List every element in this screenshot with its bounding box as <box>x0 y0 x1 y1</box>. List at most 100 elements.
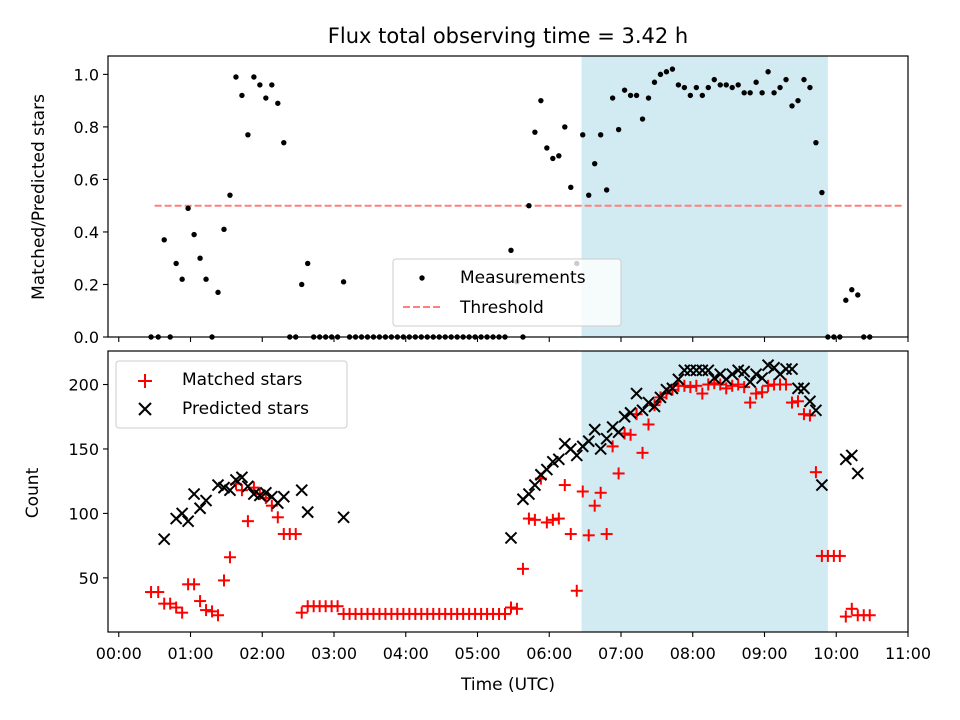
matched-stars-point <box>594 486 607 499</box>
predicted-stars-point <box>582 435 595 448</box>
measurement-point <box>615 126 622 133</box>
plot-frame <box>107 55 909 338</box>
predicted-stars-point <box>157 532 171 546</box>
matched-stars-point <box>223 551 236 564</box>
matched-stars-point <box>797 408 810 421</box>
matched-stars-point <box>331 600 344 613</box>
chart-title: Flux total observing time = 3.42 h <box>328 24 688 48</box>
matched-stars-point <box>696 387 709 400</box>
measurement-point <box>191 231 197 238</box>
legend-matched-label: Matched stars <box>182 370 302 390</box>
measurement-point <box>759 90 765 96</box>
matched-stars-point <box>510 602 523 615</box>
matched-stars-point <box>863 609 876 622</box>
matched-stars-point <box>702 378 715 391</box>
measurement-point <box>753 79 759 85</box>
measurement-point <box>299 281 305 288</box>
measurement-point <box>556 153 562 159</box>
predicted-stars-point <box>223 484 237 497</box>
measurement-point <box>699 92 706 99</box>
matched-stars-point <box>750 387 763 400</box>
matched-stars-point <box>744 396 757 409</box>
x-tick-label: 02:00 <box>239 644 285 663</box>
predicted-stars-point <box>187 487 201 501</box>
matched-stars-point <box>845 602 858 615</box>
matched-stars-point <box>241 515 254 528</box>
measurement-point <box>795 97 801 104</box>
legend-threshold-label: Threshold <box>459 298 544 318</box>
x-tick-label: 00:00 <box>96 644 142 663</box>
matched-stars-point <box>780 378 793 391</box>
predicted-stars-point <box>630 387 643 400</box>
measurement-point <box>639 116 646 122</box>
predicted-stars-point <box>797 382 811 395</box>
predicted-stars-point <box>301 505 314 519</box>
measurement-point <box>681 84 688 91</box>
measurement-point <box>711 76 717 83</box>
y-tick-label: 1.0 <box>74 65 99 84</box>
measurement-point <box>340 279 347 285</box>
measurement-point <box>251 74 257 80</box>
x-tick-label: 11:00 <box>885 644 931 663</box>
x-tick-label: 06:00 <box>526 644 572 663</box>
predicted-stars-point <box>295 484 308 497</box>
measurement-point <box>245 132 251 138</box>
predicted-stars-point <box>726 367 739 381</box>
measurement-point <box>550 155 556 162</box>
predicted-stars-point <box>528 478 542 492</box>
predicted-stars-point <box>737 365 751 378</box>
measurement-point <box>179 276 185 282</box>
measurement-point <box>580 132 586 138</box>
x-tick-label: 09:00 <box>741 644 787 663</box>
measurement-point <box>747 90 753 96</box>
matched-stars-point <box>833 549 846 562</box>
observing-window-band <box>581 56 828 337</box>
matched-stars-point <box>720 382 733 395</box>
measurement-point <box>777 84 783 91</box>
predicted-stars-point <box>594 442 607 456</box>
measurement-point <box>663 69 670 75</box>
x-tick-label: 10:00 <box>813 644 859 663</box>
bottom-observing-window <box>581 351 828 632</box>
x-tick-label: 08:00 <box>670 644 716 663</box>
bottom-axes: 50 100 150 200 00:00 01:00 02:00 03:00 04:00 05:0… <box>68 350 931 663</box>
predicted-stars-point <box>552 453 566 466</box>
predicted-stars-point <box>642 396 655 409</box>
measurement-point <box>687 92 694 99</box>
measurement-point <box>669 66 676 72</box>
legend-predicted-marker <box>138 402 152 416</box>
measurement-point <box>693 84 700 91</box>
measurement-point <box>843 297 849 303</box>
measurement-point <box>627 92 634 99</box>
matched-stars-point <box>684 381 697 394</box>
predicted-stars-point <box>708 371 721 385</box>
measurement-point <box>526 202 532 209</box>
legend-measurements-label: Measurements <box>460 268 586 288</box>
measurement-point <box>562 124 568 130</box>
measurement-point <box>538 97 544 104</box>
measurement-point <box>765 69 771 75</box>
measurement-point <box>801 76 807 83</box>
matched-stars-point <box>762 379 775 392</box>
legend-predicted-label: Predicted stars <box>182 399 309 419</box>
measurement-point <box>855 292 861 298</box>
measurement-point <box>717 82 723 88</box>
matched-stars-point <box>170 601 183 614</box>
predicted-stars-point <box>337 511 350 524</box>
measurement-point <box>591 160 598 167</box>
matched-stars-point <box>756 386 769 399</box>
predicted-stars-point <box>570 449 583 462</box>
measurement-point <box>633 92 640 99</box>
matched-stars-point <box>636 446 649 459</box>
top-measurement-points <box>148 66 873 340</box>
predicted-stars-point <box>803 395 817 408</box>
y-tick-label: 0.8 <box>74 118 99 137</box>
x-tick-label: 01:00 <box>167 644 213 663</box>
measurement-point <box>239 92 245 99</box>
observing-window-band <box>581 351 828 632</box>
measurement-point <box>621 87 628 93</box>
measurement-point <box>807 84 813 91</box>
predicted-stars-point <box>175 507 189 520</box>
predicted-stars-point <box>612 425 625 439</box>
bottom-count-points <box>145 358 876 623</box>
